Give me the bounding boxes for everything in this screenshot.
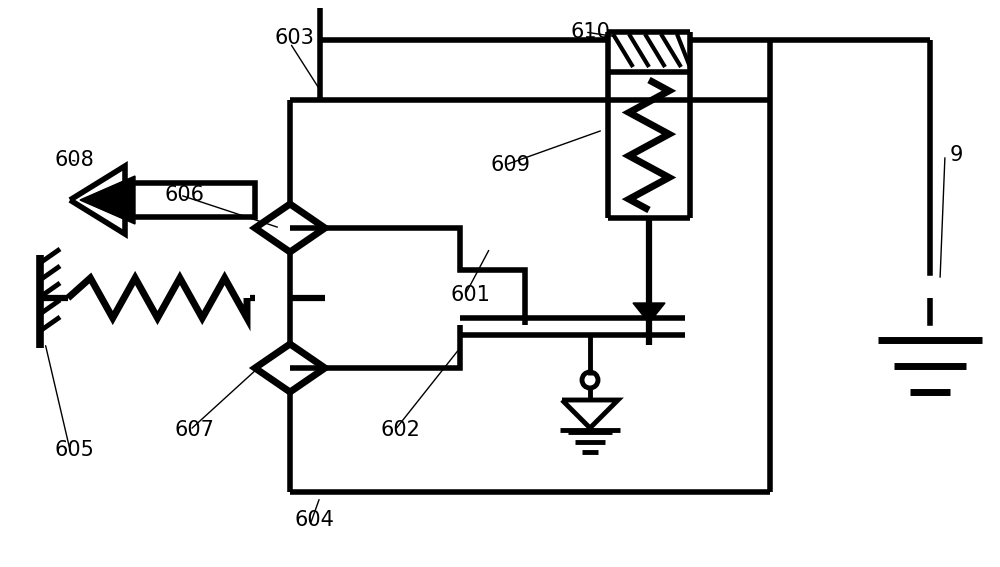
Polygon shape bbox=[80, 176, 135, 224]
Text: 608: 608 bbox=[55, 150, 95, 170]
Text: 606: 606 bbox=[165, 185, 205, 205]
Text: 604: 604 bbox=[295, 510, 335, 530]
Text: 609: 609 bbox=[490, 155, 530, 175]
Text: 607: 607 bbox=[175, 420, 215, 440]
Text: 602: 602 bbox=[380, 420, 420, 440]
Text: 603: 603 bbox=[275, 28, 315, 48]
Polygon shape bbox=[633, 303, 665, 323]
Text: 601: 601 bbox=[450, 285, 490, 305]
Text: 9: 9 bbox=[950, 145, 963, 165]
Text: 610: 610 bbox=[570, 22, 610, 42]
Text: 605: 605 bbox=[55, 440, 95, 460]
